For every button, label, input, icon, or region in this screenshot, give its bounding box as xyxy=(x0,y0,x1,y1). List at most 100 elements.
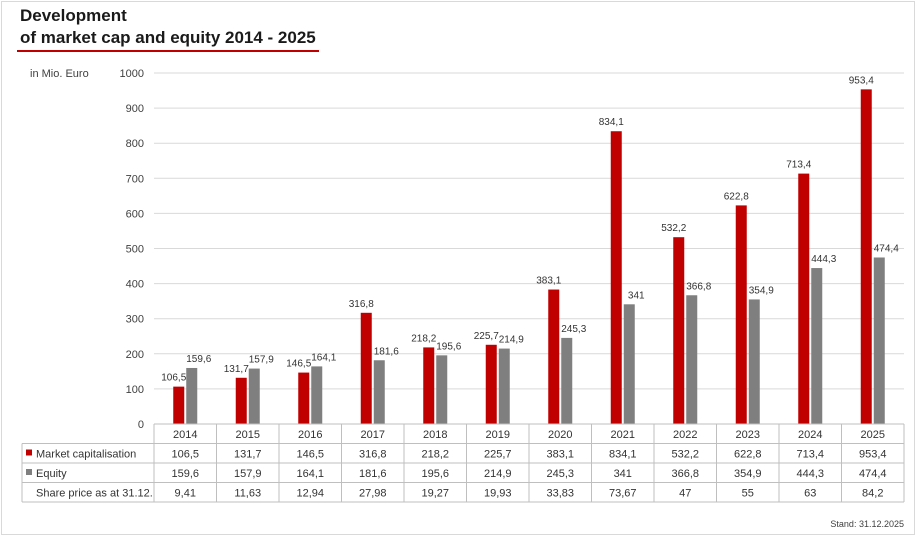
data-label: 713,4 xyxy=(786,160,811,171)
x-tick-label: 2019 xyxy=(486,429,510,441)
bar-market-cap xyxy=(548,289,560,424)
data-label: 164,1 xyxy=(311,352,336,363)
table-cell: 9,41 xyxy=(175,488,196,500)
x-tick-label: 2023 xyxy=(736,429,760,441)
data-label: 146,5 xyxy=(286,359,311,370)
bar-equity xyxy=(811,268,823,424)
table-cell: 106,5 xyxy=(171,449,199,461)
table-cell: 19,27 xyxy=(421,488,449,500)
data-label: 953,4 xyxy=(849,75,874,86)
footer-date: Stand: 31.12.2025 xyxy=(830,519,904,529)
bar-market-cap xyxy=(423,347,435,424)
data-label: 834,1 xyxy=(599,117,624,128)
table-cell: 157,9 xyxy=(234,468,262,480)
table-cell: 11,63 xyxy=(234,488,261,500)
table-cell: 63 xyxy=(804,488,816,500)
chart-title: Development of market cap and equity 201… xyxy=(20,5,316,49)
x-tick-label: 2015 xyxy=(236,429,260,441)
table-cell: 164,1 xyxy=(296,468,324,480)
bar-equity xyxy=(373,360,385,424)
legend-marker xyxy=(26,449,32,456)
x-tick-label: 2025 xyxy=(861,429,885,441)
data-label: 383,1 xyxy=(536,276,561,287)
table-row-label: Market capitalisation xyxy=(36,449,136,461)
table-cell: 181,6 xyxy=(359,468,387,480)
bar-market-cap xyxy=(673,237,685,424)
table-cell: 73,67 xyxy=(609,488,637,500)
bar-market-cap xyxy=(798,173,810,424)
table-cell: 474,4 xyxy=(859,468,887,480)
bar-equity xyxy=(498,348,510,424)
table-cell: 214,9 xyxy=(484,468,512,480)
table-cell: 195,6 xyxy=(421,468,449,480)
bar-equity xyxy=(311,366,323,424)
table-cell: 834,1 xyxy=(609,449,637,461)
bar-market-cap xyxy=(860,89,872,424)
y-tick-label: 700 xyxy=(126,173,144,185)
y-tick-label: 800 xyxy=(126,138,144,150)
table-cell: 159,6 xyxy=(171,468,199,480)
bar-equity xyxy=(436,355,448,424)
data-label: 159,6 xyxy=(186,354,211,365)
y-tick-label: 1000 xyxy=(120,68,144,80)
table-cell: 366,8 xyxy=(671,468,699,480)
bar-market-cap xyxy=(235,377,247,424)
bar-market-cap xyxy=(485,344,497,424)
y-tick-label: 600 xyxy=(126,208,144,220)
x-tick-label: 2024 xyxy=(798,429,822,441)
y-tick-label: 400 xyxy=(126,279,144,291)
table-cell: 55 xyxy=(742,488,754,500)
y-tick-label: 0 xyxy=(138,419,144,431)
bar-market-cap xyxy=(173,386,185,424)
y-tick-label: 300 xyxy=(126,314,144,326)
x-tick-label: 2020 xyxy=(548,429,572,441)
table-cell: 19,93 xyxy=(484,488,512,500)
table-cell: 12,94 xyxy=(296,488,324,500)
data-label: 245,3 xyxy=(561,324,586,335)
data-label: 106,5 xyxy=(161,373,186,384)
x-tick-label: 2014 xyxy=(173,429,197,441)
data-label: 474,4 xyxy=(874,243,899,254)
table-cell: 354,9 xyxy=(734,468,762,480)
y-tick-label: 200 xyxy=(126,349,144,361)
data-label: 214,9 xyxy=(499,335,524,346)
bar-market-cap xyxy=(298,372,310,424)
title-line-1: Development xyxy=(20,6,127,25)
title-underline xyxy=(17,50,319,52)
data-label: 444,3 xyxy=(811,254,836,265)
y-tick-label: 100 xyxy=(126,384,144,396)
data-label: 218,2 xyxy=(411,333,436,344)
bar-equity xyxy=(623,304,635,424)
table-row-label: Share price as at 31.12. xyxy=(36,488,153,500)
table-cell: 316,8 xyxy=(359,449,387,461)
table-cell: 245,3 xyxy=(546,468,574,480)
table-cell: 146,5 xyxy=(296,449,324,461)
unit-label: in Mio. Euro xyxy=(30,68,89,80)
bar-equity xyxy=(248,368,260,424)
bar-equity xyxy=(561,337,573,424)
table-row-label: Equity xyxy=(36,468,67,480)
table-cell: 341 xyxy=(614,468,632,480)
table-cell: 33,83 xyxy=(546,488,574,500)
bar-market-cap xyxy=(735,205,747,424)
x-tick-label: 2022 xyxy=(673,429,697,441)
table-cell: 218,2 xyxy=(421,449,449,461)
y-tick-label: 500 xyxy=(126,244,144,256)
title-line-2: of market cap and equity 2014 - 2025 xyxy=(20,28,316,47)
data-label: 195,6 xyxy=(436,341,461,352)
x-tick-label: 2018 xyxy=(423,429,447,441)
data-label: 225,7 xyxy=(474,331,499,342)
bar-market-cap xyxy=(610,131,622,424)
y-tick-label: 900 xyxy=(126,103,144,115)
legend-marker xyxy=(26,469,32,475)
data-label: 131,7 xyxy=(224,364,249,375)
bar-equity xyxy=(686,295,698,424)
bar-market-cap xyxy=(360,312,372,424)
table-cell: 383,1 xyxy=(546,449,574,461)
bar-equity xyxy=(873,257,885,424)
data-label: 181,6 xyxy=(374,346,399,357)
x-tick-label: 2016 xyxy=(298,429,322,441)
x-tick-label: 2021 xyxy=(611,429,635,441)
bar-equity xyxy=(748,299,760,424)
